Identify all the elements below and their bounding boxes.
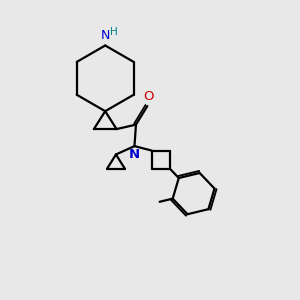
Text: H: H	[110, 26, 117, 37]
Text: N: N	[128, 148, 140, 160]
Text: O: O	[144, 90, 154, 103]
Text: N: N	[101, 29, 110, 42]
